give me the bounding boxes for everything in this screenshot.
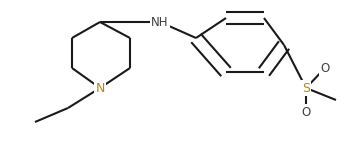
Text: O: O xyxy=(320,61,329,75)
Text: N: N xyxy=(95,82,105,94)
Text: S: S xyxy=(302,82,310,94)
Text: NH: NH xyxy=(151,15,169,29)
Text: O: O xyxy=(301,106,310,119)
